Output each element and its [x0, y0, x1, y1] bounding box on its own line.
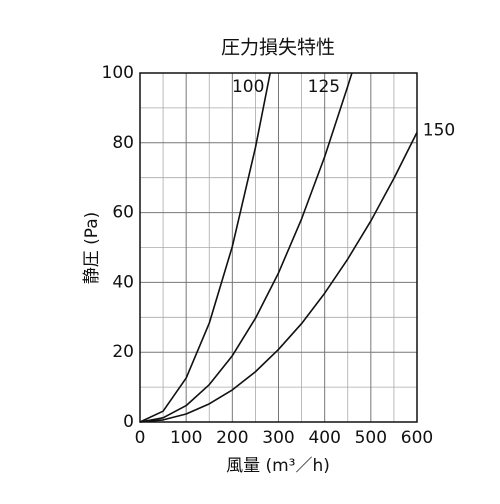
- y-tick-label: 80: [112, 133, 134, 153]
- curve-label: 150: [423, 120, 455, 140]
- x-tick-label: 200: [216, 428, 248, 448]
- curve: [139, 72, 353, 423]
- y-tick-label: 60: [112, 203, 134, 223]
- curve-label: 125: [308, 77, 340, 97]
- x-tick-label: 400: [308, 428, 340, 448]
- x-tick-label: 600: [401, 428, 433, 448]
- x-tick-label: 500: [355, 428, 387, 448]
- y-tick-label: 20: [112, 342, 134, 362]
- x-tick-label: 300: [262, 428, 294, 448]
- curve: [139, 72, 271, 423]
- x-tick-label: 100: [170, 428, 202, 448]
- chart-title: 圧力損失特性: [221, 37, 335, 59]
- plot-frame: [139, 72, 418, 423]
- y-tick-label: 100: [102, 63, 134, 83]
- x-tick-label: 0: [135, 428, 146, 448]
- curve-label: 100: [232, 77, 264, 97]
- curve: [139, 131, 418, 423]
- y-tick-label: 40: [112, 272, 134, 292]
- x-axis-label: 風量 (m³／h): [226, 456, 330, 476]
- y-axis-label: 静圧 (Pa): [82, 212, 102, 285]
- y-tick-label: 0: [123, 412, 134, 432]
